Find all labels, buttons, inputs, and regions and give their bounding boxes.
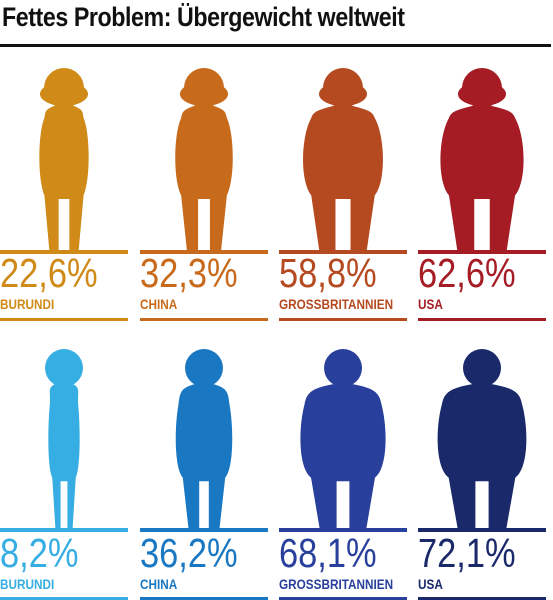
figure-china-male [175, 349, 233, 528]
figure-usa-female [440, 68, 524, 250]
figure-grossbritannien-female [303, 68, 383, 250]
underline-grossbritannien [279, 318, 407, 321]
figure-hair [180, 82, 228, 106]
underline-china [140, 318, 268, 321]
baseline-grossbritannien [279, 250, 407, 254]
figure-burundi-male [45, 349, 83, 528]
figure-hair [458, 82, 506, 106]
baseline-china [140, 250, 268, 254]
figure-hair [319, 82, 367, 106]
value-label: 36,2% [140, 530, 238, 576]
underline-usa [418, 318, 546, 321]
underline-burundi [0, 597, 128, 600]
category-label: BURUNDI [0, 576, 55, 592]
figure-body [303, 106, 383, 250]
figure-body [300, 384, 386, 528]
figure-body [440, 106, 524, 250]
category-label: GROSSBRITANNIEN [279, 576, 394, 592]
category-label: CHINA [140, 576, 178, 592]
category-label: USA [418, 576, 443, 592]
underline-usa [418, 597, 546, 600]
figure-usa-male [437, 349, 527, 528]
figure-head [45, 349, 83, 387]
title-rule [0, 44, 551, 47]
value-label: 62,6% [418, 250, 516, 296]
baseline-burundi [0, 250, 128, 254]
value-label: 32,3% [140, 250, 238, 296]
category-label: CHINA [140, 296, 178, 312]
value-label: 58,8% [279, 250, 377, 296]
value-label: 68,1% [279, 530, 377, 576]
figure-head [185, 349, 223, 387]
baseline-burundi [0, 528, 128, 532]
baseline-grossbritannien [279, 528, 407, 532]
baseline-china [140, 528, 268, 532]
figure-china-female [175, 68, 233, 250]
figure-body [175, 384, 233, 528]
value-label: 72,1% [418, 530, 516, 576]
value-label: 22,6% [0, 250, 98, 296]
page-title: Fettes Problem: Übergewicht weltweit [2, 2, 405, 32]
figure-burundi-female [39, 68, 89, 250]
underline-grossbritannien [279, 597, 407, 600]
value-label: 8,2% [0, 530, 79, 576]
figure-body [48, 384, 80, 528]
figure-grossbritannien-male [300, 349, 386, 528]
underline-china [140, 597, 268, 600]
figure-body [39, 106, 89, 250]
underline-burundi [0, 318, 128, 321]
category-label: GROSSBRITANNIEN [279, 296, 394, 312]
baseline-usa [418, 250, 546, 254]
figure-head [324, 349, 362, 387]
figure-body [175, 106, 233, 250]
figure-body [437, 384, 527, 528]
baseline-usa [418, 528, 546, 532]
category-label: USA [418, 296, 443, 312]
figure-hair [40, 82, 88, 106]
figure-head [463, 349, 501, 387]
category-label: BURUNDI [0, 296, 55, 312]
